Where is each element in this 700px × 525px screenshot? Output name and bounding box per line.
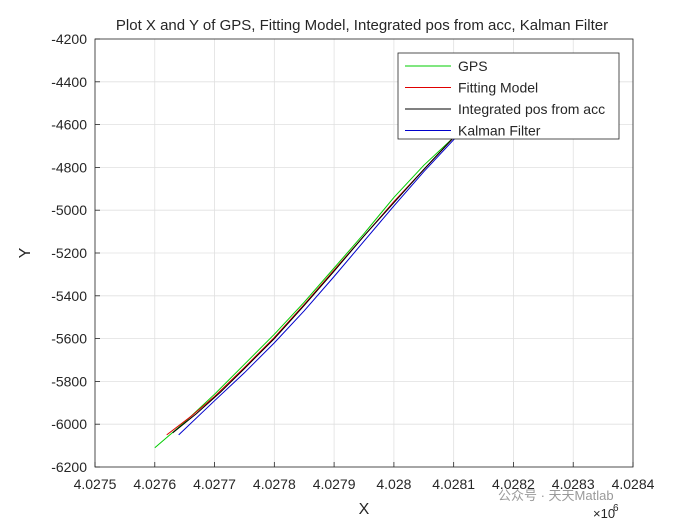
x-tick-label: 4.0284	[612, 476, 655, 492]
x-tick-label: 4.0276	[133, 476, 176, 492]
y-tick-label: -5200	[51, 245, 87, 261]
y-tick-label: -4200	[51, 31, 87, 47]
x-tick-label: 4.0278	[253, 476, 296, 492]
y-tick-label: -4400	[51, 74, 87, 90]
y-tick-label: -5400	[51, 288, 87, 304]
y-tick-label: -5800	[51, 373, 87, 389]
series-line-3	[172, 137, 455, 434]
y-tick-label: -6000	[51, 416, 87, 432]
x-exponent-power: 6	[613, 503, 619, 514]
x-tick-label: 4.0281	[432, 476, 475, 492]
y-tick-label: -5600	[51, 331, 87, 347]
legend: GPS Fitting Model Integrated pos from acc K…	[397, 52, 620, 140]
y-tick-label: -5000	[51, 202, 87, 218]
legend-label: Fitting Model	[458, 80, 538, 96]
series-line-1	[154, 111, 484, 449]
y-tick-label: -4800	[51, 159, 87, 175]
x-axis-label: X	[359, 501, 370, 518]
legend-label: Integrated pos from acc	[458, 101, 605, 117]
x-tick-label: 4.0277	[193, 476, 236, 492]
x-tick-label: 4.0279	[313, 476, 356, 492]
x-tick-label: 4.028	[376, 476, 411, 492]
grid	[94, 38, 634, 468]
x-exponent-base: ×10	[593, 506, 615, 521]
legend-label: GPS	[458, 58, 488, 74]
watermark: 公众号 · 天天Matlab	[498, 488, 614, 503]
x-tick-label: 4.0282	[492, 476, 535, 492]
x-tick-label: 4.0283	[552, 476, 595, 492]
y-tick-label: -4600	[51, 117, 87, 133]
legend-box	[397, 52, 620, 140]
ticks: 4.0275 4.0276 4.0277 4.0278 4.0279 4.028 4.028…	[51, 31, 654, 492]
chart-title: Plot X and Y of GPS, Fitting Model, Inte…	[116, 17, 608, 34]
legend-label: Kalman Filter	[458, 123, 541, 139]
x-tick-label: 4.0275	[74, 476, 117, 492]
y-axis-label: Y	[17, 247, 34, 258]
y-tick-label: -6200	[51, 459, 87, 475]
